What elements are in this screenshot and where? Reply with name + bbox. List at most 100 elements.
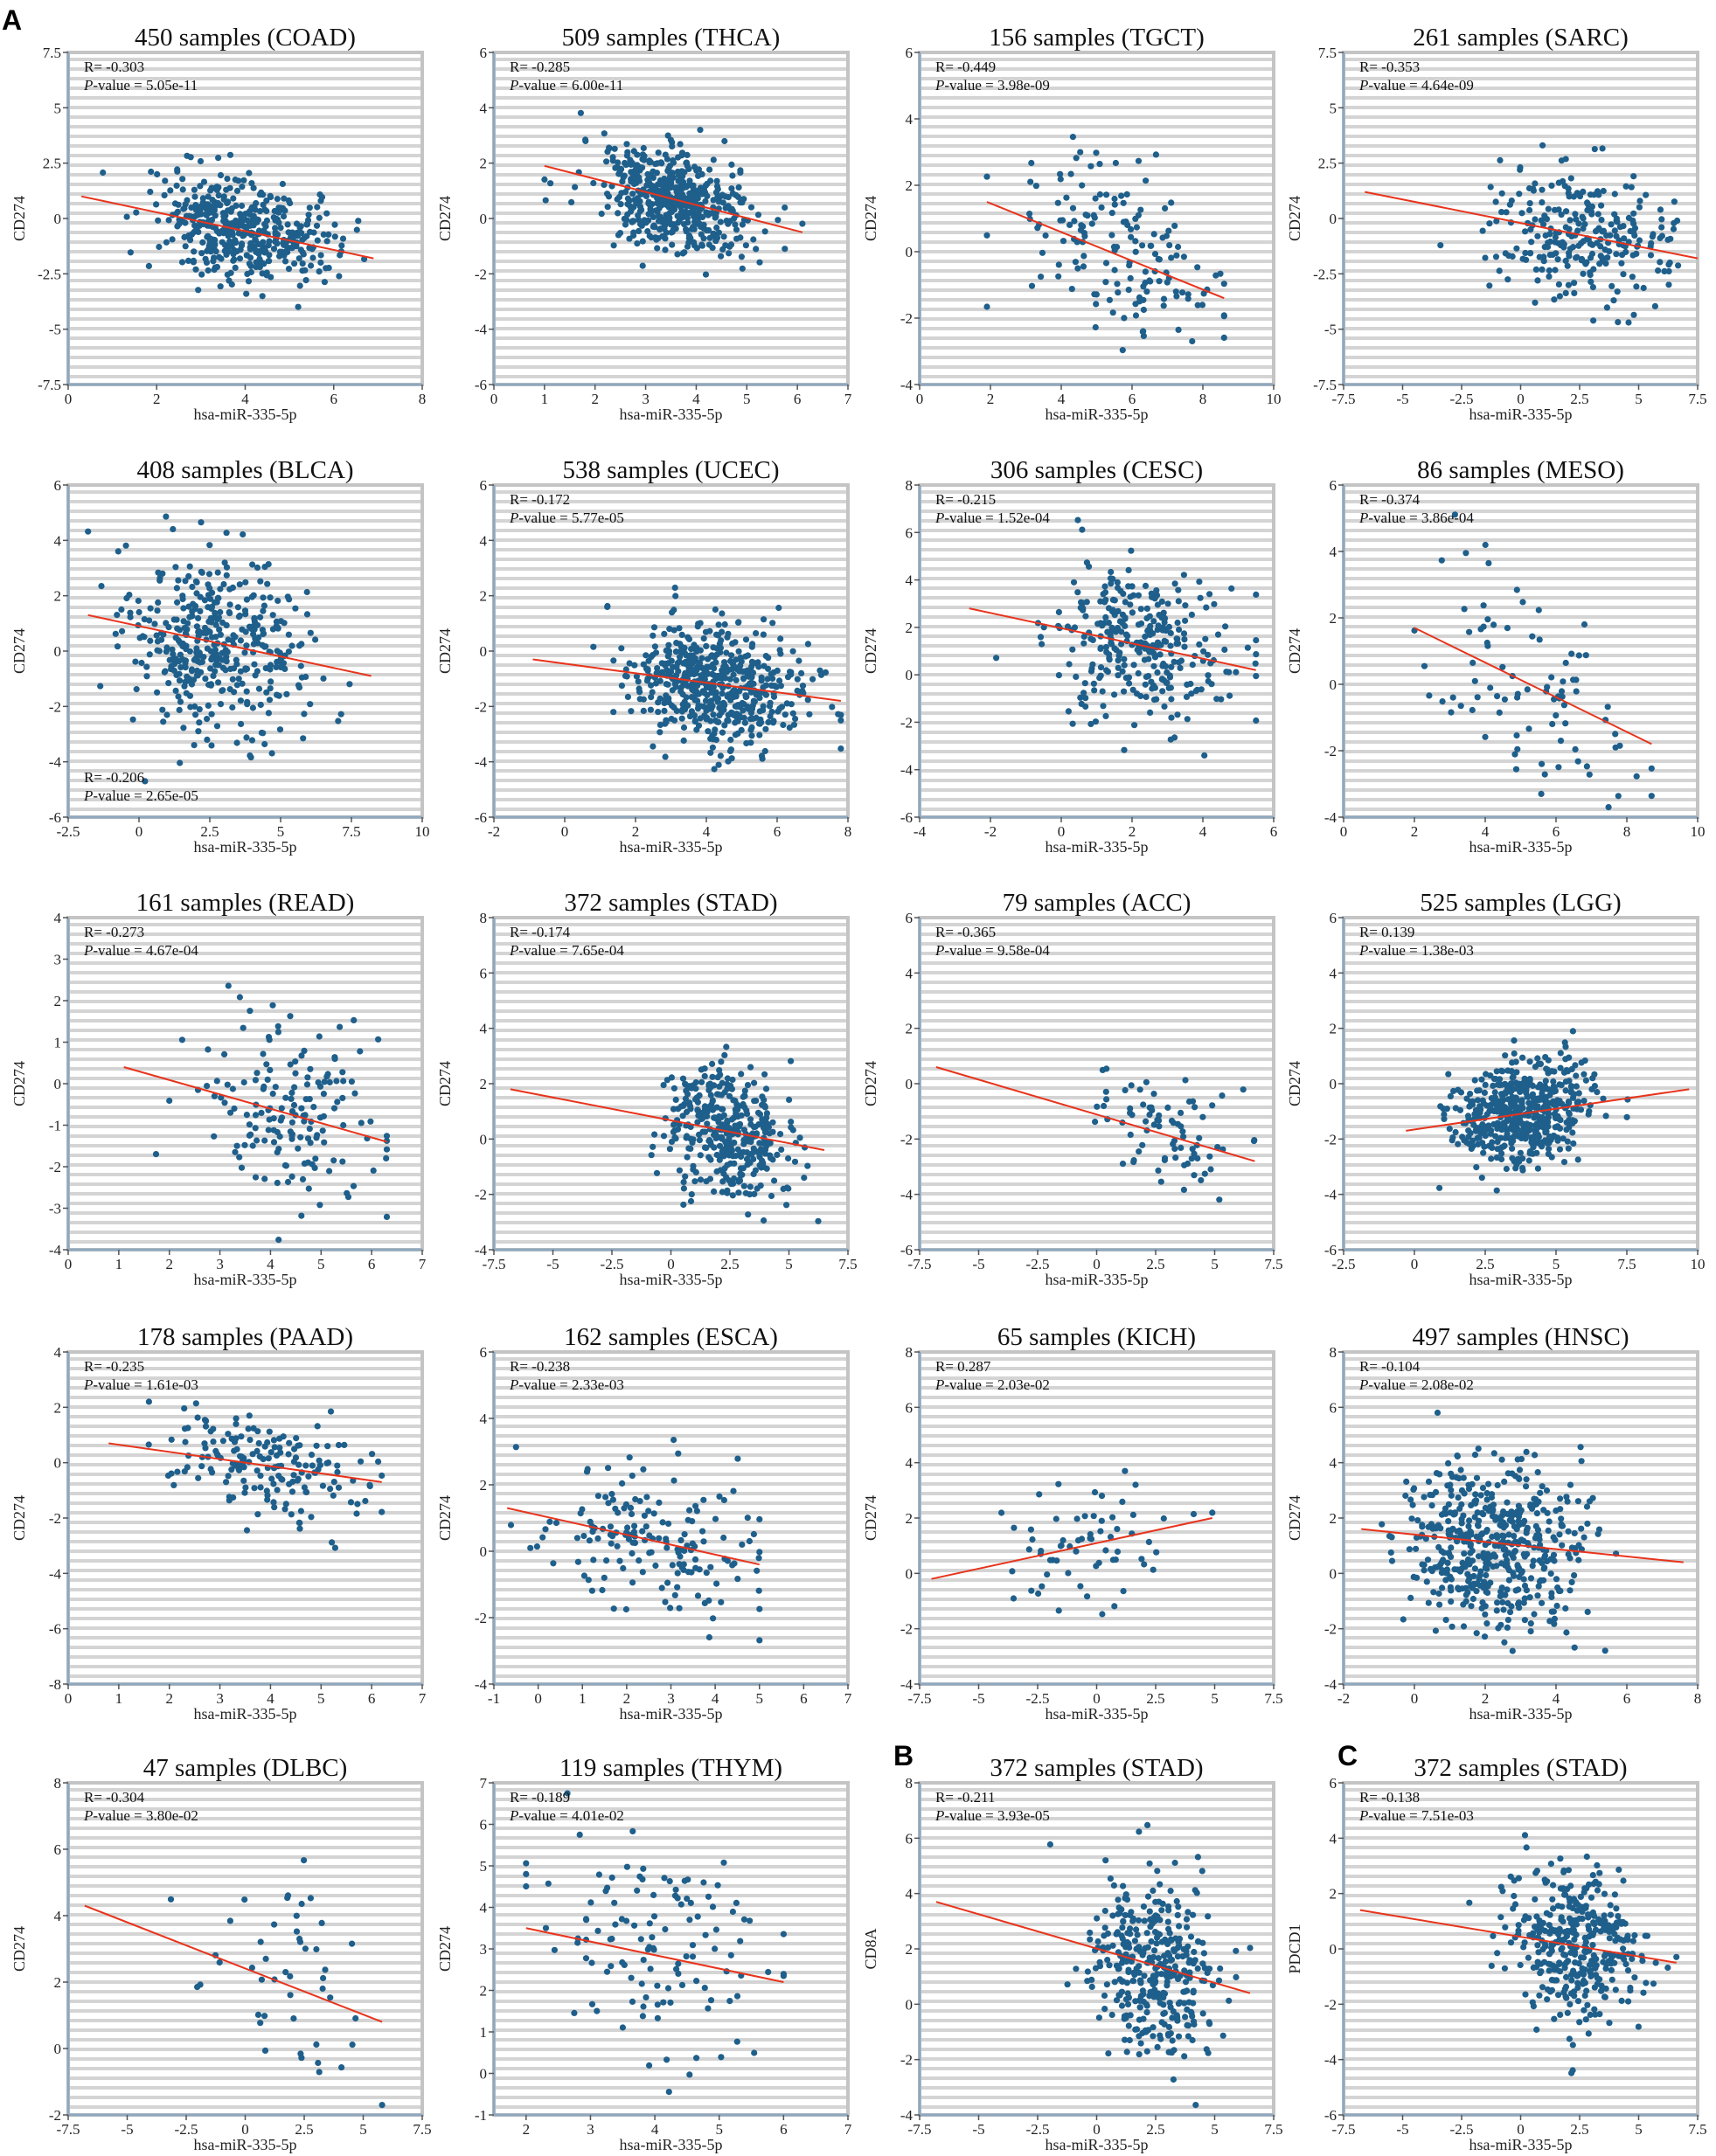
data-point [239,680,246,687]
data-point [268,1475,275,1482]
data-point [627,208,635,215]
data-point [269,1002,276,1009]
data-point [292,605,299,612]
data-point [1073,673,1080,681]
data-point [285,266,293,273]
scatter-points [590,584,844,773]
data-point [1108,624,1115,632]
data-point [146,617,153,624]
p-value-text: -value = 2.65e-05 [93,787,198,804]
data-point [270,1139,278,1146]
data-point [303,588,310,596]
data-point [598,211,605,218]
data-point [243,596,250,603]
data-point [788,701,795,708]
data-point [1518,210,1525,217]
data-point [1199,1113,1206,1120]
x-tick-label: 5 [1553,1256,1560,1272]
stripe [921,1144,1272,1147]
stripe [496,692,846,696]
y-tick-label: -2.5 [1313,266,1337,282]
data-point [710,197,717,204]
data-point [1599,145,1606,152]
data-point [1146,277,1153,284]
data-point [260,630,267,637]
data-point [281,620,288,627]
y-tick-label: 0 [480,1131,488,1147]
stripe [70,1038,420,1042]
data-point [267,1066,274,1073]
data-point [123,213,130,220]
data-point [1099,688,1106,695]
x-tick-label: -7.5 [908,1256,932,1272]
x-tick-label: 7 [419,1690,427,1707]
data-point [656,205,663,211]
data-point [133,686,140,693]
data-point [761,747,768,755]
data-point [1211,600,1218,607]
data-point [1665,267,1672,274]
data-point [275,209,282,216]
data-point [716,1142,724,1149]
data-point [193,579,200,586]
data-point [758,677,765,684]
scatter-points [648,1043,822,1224]
data-point [1066,661,1073,668]
stripe [70,298,420,302]
stripe [1345,558,1696,561]
data-point [1588,203,1595,210]
stripe [921,577,1272,580]
data-point [206,542,213,549]
data-point [226,601,233,608]
data-point [1110,243,1117,251]
p-symbol: P [83,77,93,94]
scatter-points [1411,511,1655,811]
data-point [281,258,289,265]
data-point [681,681,688,689]
data-point [684,219,691,226]
data-point [272,1084,279,1091]
data-point [257,701,264,709]
data-point [330,1105,338,1112]
data-point [1170,1140,1177,1147]
stripe [1345,356,1696,359]
data-point [1633,250,1640,257]
data-point [771,1177,778,1184]
data-point [769,675,776,683]
data-point [1582,260,1589,267]
data-point [682,1095,690,1102]
x-tick-label: 8 [1623,823,1631,840]
data-point [1546,252,1553,259]
data-point [709,245,716,252]
data-point [211,1133,218,1140]
data-point [316,268,323,275]
data-point [182,1438,189,1445]
data-point [316,214,323,221]
data-point [179,186,186,193]
data-point [734,718,741,724]
data-point [295,684,303,691]
data-point [203,1418,210,1425]
data-point [1622,183,1629,190]
data-point [740,1093,747,1100]
data-point [220,580,227,588]
stripe [496,365,846,369]
y-axis-label: CD274 [10,196,28,241]
data-point [1562,257,1569,264]
data-point [1513,586,1520,593]
stripe [70,1211,420,1215]
data-point [695,187,702,194]
stripe [496,798,846,801]
data-point [1171,580,1178,587]
stripe [921,1173,1272,1176]
data-point [737,1170,744,1177]
data-point [1580,188,1587,195]
data-point [266,1116,273,1123]
stripe [70,1048,420,1051]
data-point [721,702,728,709]
stripe [70,1655,420,1659]
data-point [1168,714,1175,721]
data-point [197,157,205,165]
stripe [921,663,1272,667]
x-tick-label: 4 [1058,391,1066,407]
